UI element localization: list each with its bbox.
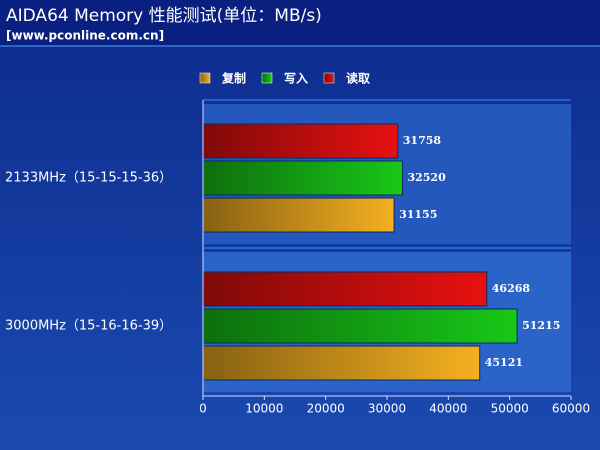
x-tick-label: 0 <box>199 402 207 416</box>
legend-label: 写入 <box>284 72 308 86</box>
x-tick-label: 10000 <box>245 402 283 416</box>
legend-swatch <box>323 72 335 84</box>
x-tick-label: 20000 <box>307 402 345 416</box>
bar <box>202 271 488 307</box>
value-label: 51215 <box>522 319 560 332</box>
value-label: 31758 <box>403 134 442 147</box>
bar <box>202 123 399 159</box>
chart-subtitle: [www.pconline.com.cn] <box>6 29 164 43</box>
legend-swatch <box>261 72 273 84</box>
bar <box>202 160 403 196</box>
x-tick-label: 50000 <box>491 402 529 416</box>
bar <box>202 345 481 381</box>
legend-label: 复制 <box>221 71 246 86</box>
legend-label: 读取 <box>346 71 370 86</box>
legend-swatch <box>199 72 211 84</box>
value-label: 46268 <box>492 282 531 295</box>
chart-title: AIDA64 Memory 性能测试(单位：MB/s) <box>6 6 322 26</box>
value-label: 32520 <box>407 171 446 184</box>
x-tick-label: 60000 <box>552 402 590 416</box>
y-tick-label: 3000MHz（15-16-16-39） <box>5 319 172 334</box>
value-label: 31155 <box>399 208 437 221</box>
title-bar <box>0 0 600 46</box>
bar <box>202 197 395 233</box>
value-label: 45121 <box>485 356 523 369</box>
bar <box>202 308 518 344</box>
x-tick-label: 40000 <box>429 402 467 416</box>
x-tick-label: 30000 <box>368 402 406 416</box>
y-tick-label: 2133MHz（15-15-15-36） <box>5 171 172 186</box>
